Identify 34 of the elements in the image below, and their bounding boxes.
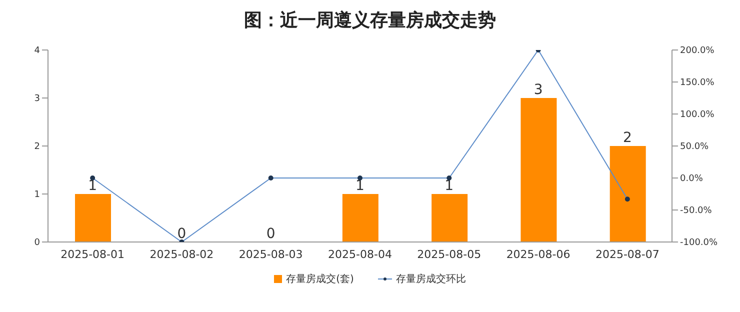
data-label: 1 xyxy=(356,178,364,194)
y2-tick-label: 0.0% xyxy=(680,174,704,184)
data-label: 0 xyxy=(266,226,276,242)
x-tick-label: 2025-08-06 xyxy=(506,248,570,261)
y-tick-label: 3 xyxy=(34,94,40,104)
bar xyxy=(342,194,378,242)
y-tick-label: 2 xyxy=(34,142,40,152)
y-tick-label: 0 xyxy=(34,238,40,248)
y2-tick-label: 100.0% xyxy=(680,110,715,120)
x-tick-label: 2025-08-04 xyxy=(328,248,392,261)
data-label: 3 xyxy=(534,82,543,98)
y2-tick-label: 200.0% xyxy=(680,46,715,56)
x-tick-label: 2025-08-03 xyxy=(238,248,303,261)
legend-label: 存量房成交(套) xyxy=(285,272,354,286)
chart-title: 图：近一周遵义存量房成交走势 xyxy=(243,9,497,33)
x-tick-label: 2025-08-05 xyxy=(417,248,482,261)
data-label: 0 xyxy=(177,226,186,242)
data-label: 2 xyxy=(622,130,632,146)
data-label: 1 xyxy=(88,178,98,194)
bar xyxy=(75,194,111,242)
x-tick-label: 2025-08-07 xyxy=(595,248,660,261)
bar xyxy=(520,98,557,242)
data-label: 1 xyxy=(444,178,454,194)
bar xyxy=(432,194,468,242)
y2-tick-label: 150.0% xyxy=(680,78,715,88)
y-tick-label: 4 xyxy=(34,46,40,56)
x-tick-label: 2025-08-01 xyxy=(60,248,125,261)
y2-tick-label: -50.0% xyxy=(680,206,712,216)
y2-tick-label: 50.0% xyxy=(680,142,710,152)
y2-tick-label: -100.0% xyxy=(680,238,718,248)
x-tick-label: 2025-08-02 xyxy=(150,248,214,261)
y-tick-label: 1 xyxy=(34,190,40,200)
bar xyxy=(610,146,646,242)
legend-label: 存量房成交环比 xyxy=(394,272,466,286)
